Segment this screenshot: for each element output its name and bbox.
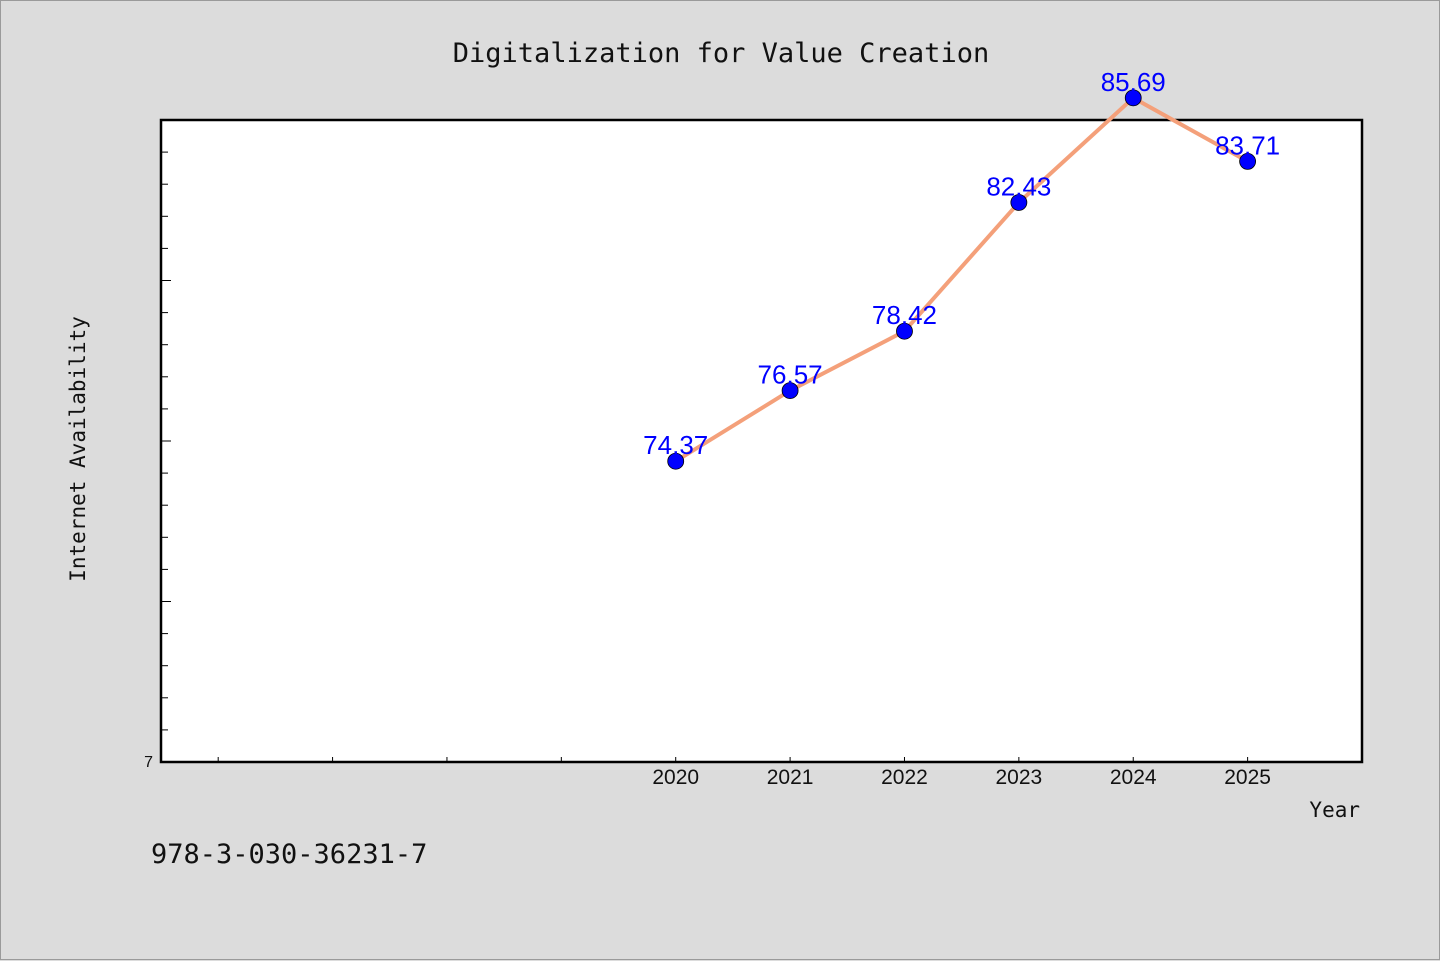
data-label: 85.69 (1101, 67, 1166, 97)
x-axis-ticks: 2020 2021 2022 2023 2024 2025 (217, 757, 1271, 789)
data-label: 76.57 (758, 360, 823, 390)
data-point (896, 322, 913, 340)
data-point (1124, 89, 1142, 107)
x-tick-label: 2021 (767, 766, 814, 789)
x-tick-label: 2024 (1110, 766, 1157, 789)
series-group: 74.37 76.57 78.42 82.43 85.69 83.71 (643, 67, 1280, 470)
data-point (781, 382, 799, 400)
series-line (673, 95, 1250, 464)
data-point (1239, 153, 1257, 170)
y-axis-label: Internet Availability (66, 316, 90, 582)
isbn-footnote: 978-3-030-36231-7 (151, 839, 427, 870)
x-tick-label: 2022 (881, 766, 928, 789)
x-tick-label: 2025 (1224, 766, 1271, 789)
x-tick-label: 2023 (995, 766, 1042, 789)
data-label: 83.71 (1215, 130, 1280, 160)
y-axis-ticks (161, 151, 171, 763)
plot-area (159, 118, 1364, 764)
data-label: 82.43 (986, 171, 1051, 201)
data-label: 78.42 (872, 300, 937, 330)
data-point (667, 452, 685, 470)
chart-title: Digitalization for Value Creation (453, 38, 989, 69)
data-label: 74.37 (643, 430, 708, 460)
x-tick-label: 2020 (652, 766, 699, 789)
y-tick-label: 7 (144, 754, 153, 771)
x-axis-label: Year (1309, 798, 1360, 822)
data-point (1010, 194, 1028, 211)
